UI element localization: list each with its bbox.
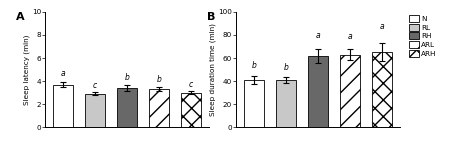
- Text: b: b: [283, 63, 288, 72]
- Y-axis label: Sleep latency (min): Sleep latency (min): [24, 34, 30, 105]
- Text: c: c: [189, 80, 193, 89]
- Text: b: b: [157, 75, 162, 84]
- Text: c: c: [93, 81, 97, 90]
- Bar: [372, 52, 392, 127]
- Bar: [340, 55, 360, 127]
- Bar: [149, 89, 169, 127]
- Text: b: b: [125, 73, 129, 82]
- Bar: [244, 80, 264, 127]
- Text: b: b: [251, 61, 256, 70]
- Bar: [308, 56, 328, 127]
- Y-axis label: Sleep duration time (min): Sleep duration time (min): [209, 23, 216, 116]
- Text: a: a: [61, 69, 65, 78]
- Text: B: B: [207, 12, 215, 22]
- Text: a: a: [316, 30, 320, 40]
- Text: a: a: [380, 22, 384, 32]
- Bar: [117, 88, 137, 127]
- Legend: N, RL, RH, ARL, ARH: N, RL, RH, ARL, ARH: [408, 14, 437, 58]
- Bar: [276, 80, 296, 127]
- Bar: [53, 85, 73, 127]
- Text: a: a: [347, 32, 352, 41]
- Bar: [85, 94, 105, 127]
- Bar: [181, 93, 201, 127]
- Text: A: A: [16, 12, 25, 22]
